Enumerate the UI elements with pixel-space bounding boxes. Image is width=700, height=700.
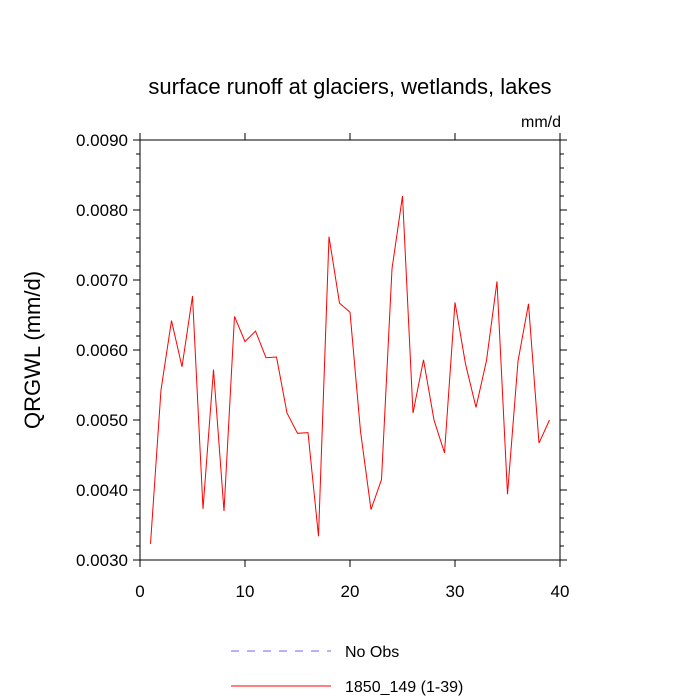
y-tick-label: 0.0030 (76, 551, 128, 570)
y-tick-label: 0.0050 (76, 411, 128, 430)
y-tick-label: 0.0070 (76, 271, 128, 290)
y-tick-label: 0.0040 (76, 481, 128, 500)
legend-label-model: 1850_149 (1-39) (345, 679, 463, 696)
x-tick-label: 10 (236, 582, 255, 601)
x-tick-label: 40 (551, 582, 570, 601)
y-tick-label: 0.0060 (76, 341, 128, 360)
chart-title: surface runoff at glaciers, wetlands, la… (148, 74, 551, 99)
legend-label-obs: No Obs (345, 644, 399, 661)
x-tick-label: 0 (135, 582, 144, 601)
x-tick-label: 30 (446, 582, 465, 601)
axis-ticks (133, 133, 567, 567)
x-tick-label: 20 (341, 582, 360, 601)
legend: No Obs 1850_149 (1-39) (231, 644, 463, 696)
y-tick-label: 0.0090 (76, 131, 128, 150)
units-label: mm/d (521, 114, 561, 131)
series-line-model (150, 195, 550, 544)
y-axis-label: QRGWL (mm/d) (20, 271, 45, 429)
x-tick-labels: 0 10 20 30 40 (135, 582, 569, 601)
y-tick-label: 0.0080 (76, 201, 128, 220)
y-tick-labels: 0.0030 0.0040 0.0050 0.0060 0.0070 0.0080 0.00… (76, 131, 128, 570)
plot-frame (139, 139, 561, 561)
